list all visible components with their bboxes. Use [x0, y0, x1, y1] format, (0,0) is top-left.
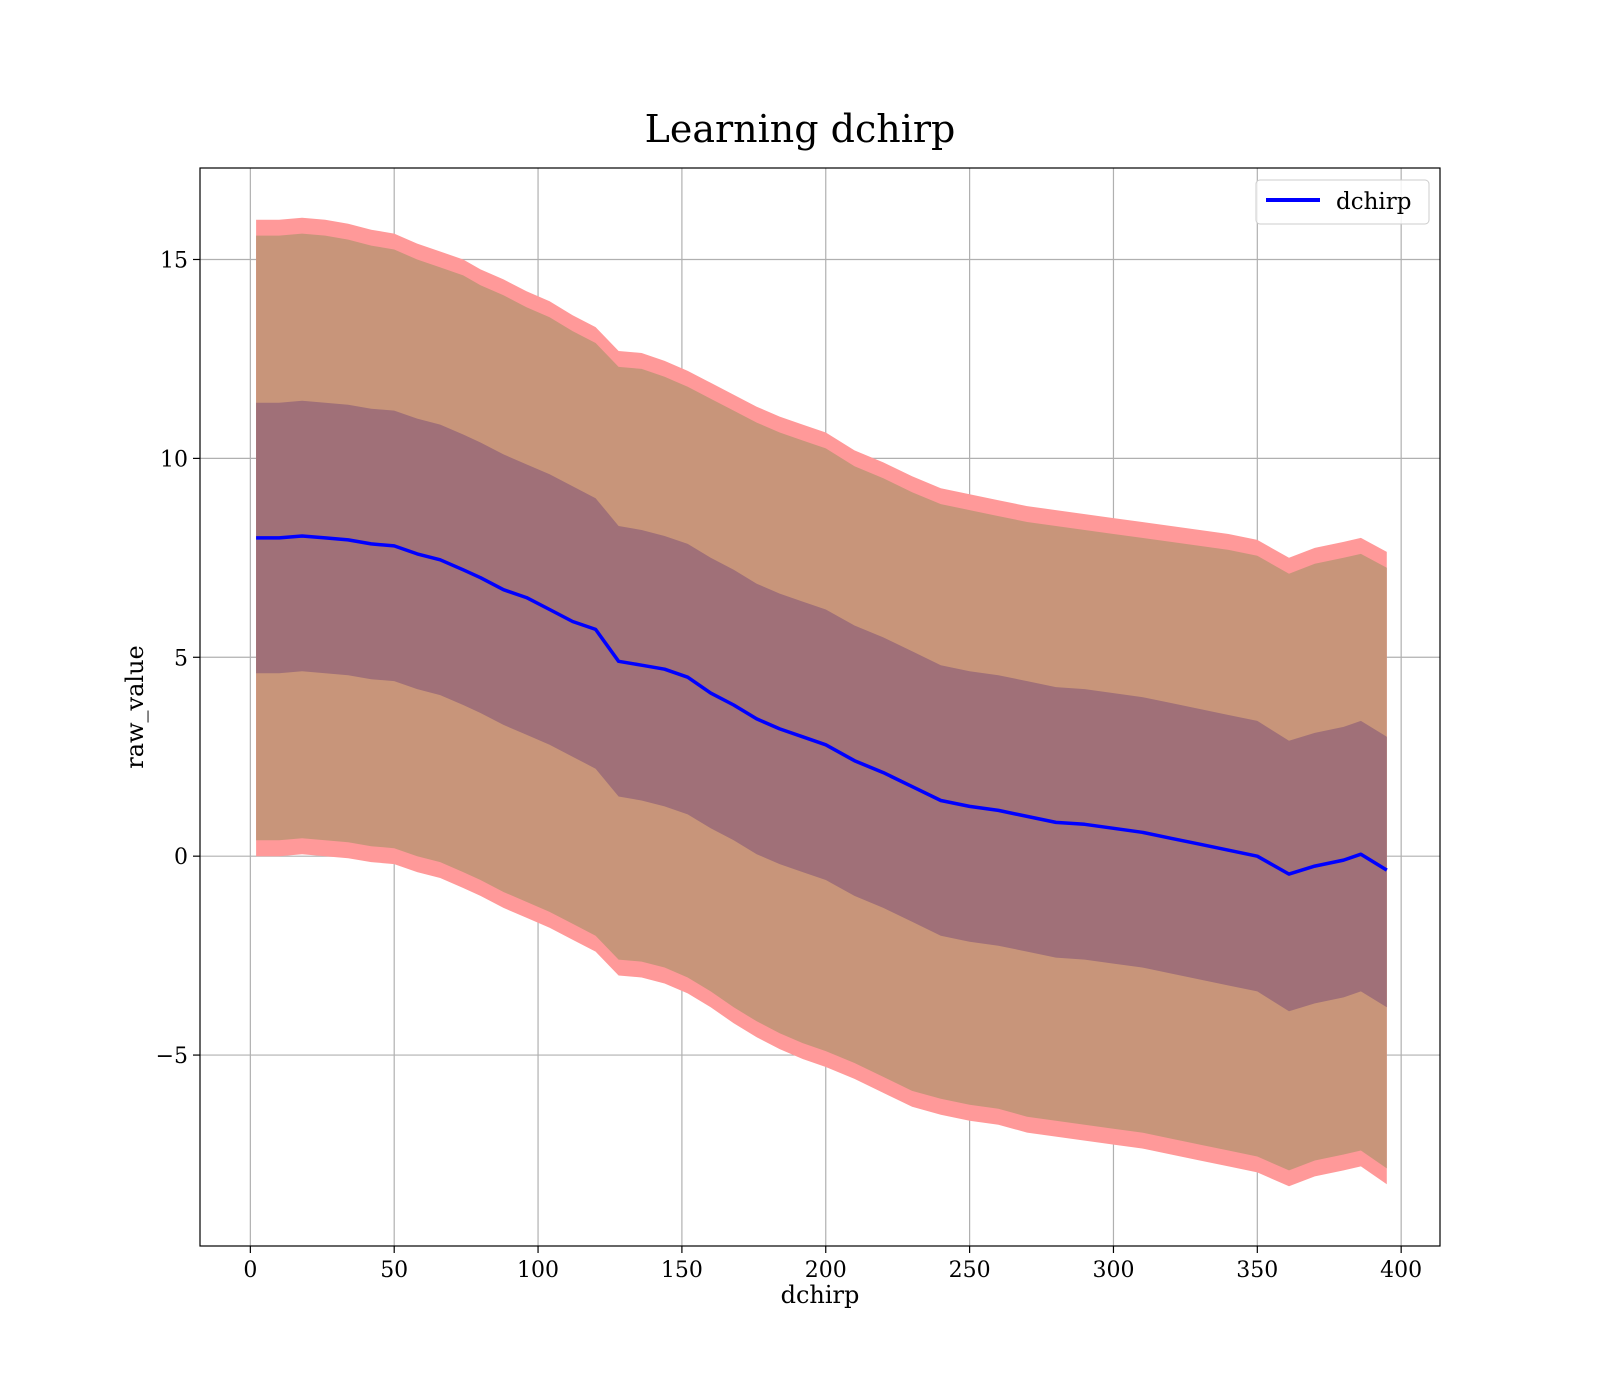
- x-tick-label-7: 350: [1236, 1258, 1278, 1283]
- x-tick-label-5: 250: [949, 1258, 991, 1283]
- legend-box: [1255, 179, 1430, 225]
- y-tick-label-4: −5: [156, 1044, 188, 1069]
- x-tick-label-0: 0: [243, 1258, 257, 1283]
- x-tick-label-6: 300: [1092, 1258, 1134, 1283]
- y-tick-label-3: 0: [174, 845, 188, 870]
- confidence-bands: [256, 217, 1387, 1187]
- y-tick-label-0: 15: [160, 248, 188, 273]
- y-tick-label-1: 10: [160, 447, 188, 472]
- chart-title: Learning dchirp: [645, 107, 956, 151]
- legend-label-dchirp: dchirp: [1336, 189, 1412, 215]
- y-tick-label-2: 5: [174, 646, 188, 671]
- x-tick-label-8: 400: [1380, 1258, 1422, 1283]
- x-tick-label-4: 200: [805, 1258, 847, 1283]
- x-tick-label-3: 150: [661, 1258, 703, 1283]
- y-axis-label: raw_value: [121, 645, 149, 769]
- series-line-dchirp: [256, 534, 1388, 876]
- legend: dchirp: [1255, 179, 1430, 225]
- plot-area-frame: [199, 167, 1441, 1247]
- x-axis-label: dchirp: [781, 1281, 860, 1309]
- series-lines: [256, 534, 1388, 876]
- x-tick-label-2: 100: [517, 1258, 559, 1283]
- x-tick-label-1: 50: [380, 1258, 408, 1283]
- band-inner: [256, 400, 1387, 1012]
